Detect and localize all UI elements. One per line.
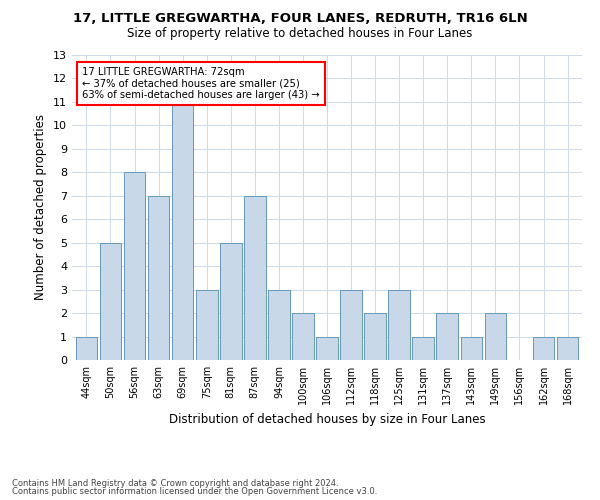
Text: Contains HM Land Registry data © Crown copyright and database right 2024.: Contains HM Land Registry data © Crown c… <box>12 478 338 488</box>
Bar <box>244 196 266 360</box>
X-axis label: Distribution of detached houses by size in Four Lanes: Distribution of detached houses by size … <box>169 412 485 426</box>
Bar <box>364 313 386 360</box>
Bar <box>220 242 242 360</box>
Bar <box>148 196 169 360</box>
Bar <box>461 336 482 360</box>
Text: 17, LITTLE GREGWARTHA, FOUR LANES, REDRUTH, TR16 6LN: 17, LITTLE GREGWARTHA, FOUR LANES, REDRU… <box>73 12 527 26</box>
Text: Size of property relative to detached houses in Four Lanes: Size of property relative to detached ho… <box>127 28 473 40</box>
Bar <box>124 172 145 360</box>
Y-axis label: Number of detached properties: Number of detached properties <box>34 114 47 300</box>
Bar <box>196 290 218 360</box>
Bar <box>533 336 554 360</box>
Bar <box>100 242 121 360</box>
Bar <box>268 290 290 360</box>
Bar <box>557 336 578 360</box>
Bar <box>485 313 506 360</box>
Bar <box>172 102 193 360</box>
Text: Contains public sector information licensed under the Open Government Licence v3: Contains public sector information licen… <box>12 487 377 496</box>
Text: 17 LITTLE GREGWARTHA: 72sqm
← 37% of detached houses are smaller (25)
63% of sem: 17 LITTLE GREGWARTHA: 72sqm ← 37% of det… <box>82 67 320 100</box>
Bar <box>388 290 410 360</box>
Bar <box>316 336 338 360</box>
Bar <box>340 290 362 360</box>
Bar <box>292 313 314 360</box>
Bar <box>412 336 434 360</box>
Bar <box>436 313 458 360</box>
Bar <box>76 336 97 360</box>
